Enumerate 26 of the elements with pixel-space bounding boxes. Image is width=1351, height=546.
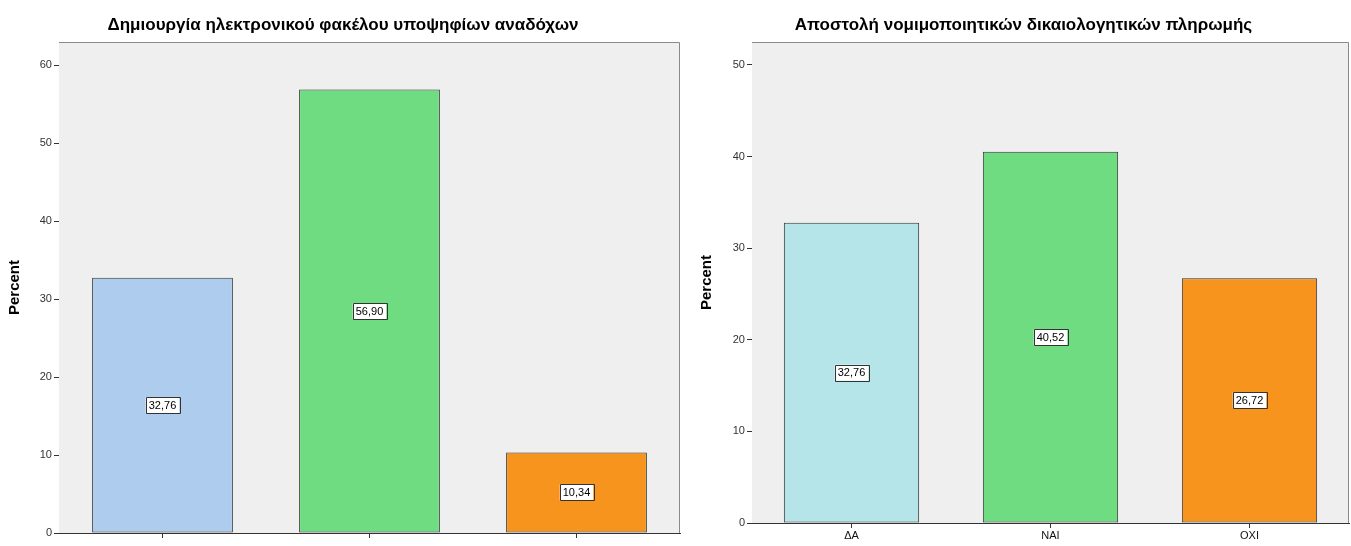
y-tick-label: 60 (39, 58, 52, 71)
y-tick-label: 30 (39, 292, 52, 305)
data-label: 26,72 (1235, 393, 1264, 406)
data-label: 10,34 (562, 485, 591, 498)
y-tick-label: 0 (738, 516, 745, 529)
y-tick-label: 40 (39, 214, 52, 227)
y-tick-label: 20 (39, 370, 52, 383)
y-axis-title: Percent (5, 259, 23, 316)
y-tick-label: 50 (39, 136, 52, 149)
data-label: 32,76 (837, 366, 866, 379)
chart-title: Αποστολή νομιμοποιητικών δικαιολογητικών πληρωμής (794, 14, 1253, 34)
x-tick-label: ΔΑ (844, 528, 860, 541)
y-tick-label: 10 (732, 424, 745, 437)
x-tick-label: ΝΑΙ (1041, 528, 1060, 541)
y-axis-title: Percent (697, 254, 715, 311)
data-label: 56,90 (355, 304, 384, 317)
data-label: 40,52 (1036, 330, 1065, 343)
y-tick-label: 50 (732, 57, 745, 70)
y-tick-label: 40 (732, 149, 745, 162)
y-tick-label: 30 (732, 241, 745, 254)
y-tick-label: 10 (39, 448, 52, 461)
y-tick-label: 20 (732, 332, 745, 345)
x-tick-label: ΟΧΙ (1240, 528, 1259, 541)
data-label: 32,76 (148, 398, 177, 411)
chart-title: Δημιουργία ηλεκτρονικού φακέλου υποψηφίων αναδόχων (107, 14, 579, 34)
y-tick-label: 0 (45, 526, 52, 539)
